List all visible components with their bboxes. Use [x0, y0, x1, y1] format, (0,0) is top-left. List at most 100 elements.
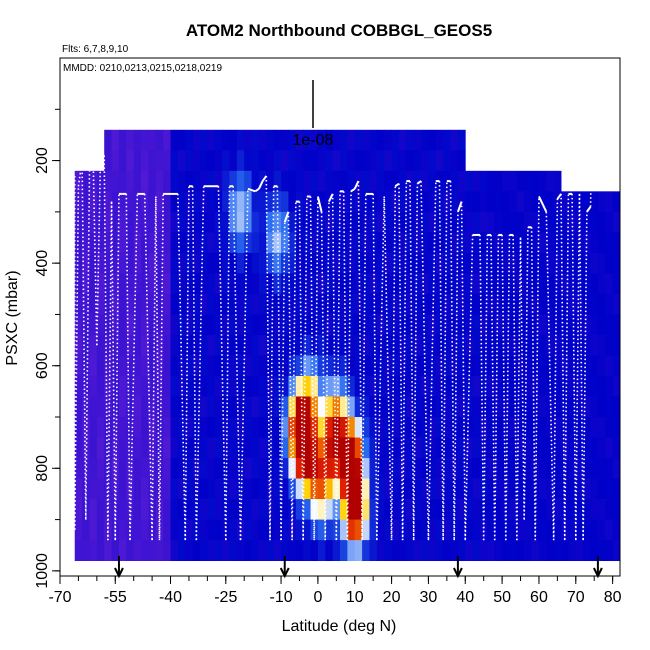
heatmap-cell — [177, 334, 186, 356]
heatmap-cell — [502, 191, 510, 213]
heatmap-cell — [185, 540, 194, 562]
heatmap-cell — [480, 499, 488, 520]
heatmap-cell — [494, 211, 503, 233]
heatmap-cell — [244, 499, 252, 520]
heatmap-cell — [362, 293, 370, 315]
heatmap-cell — [391, 355, 400, 377]
heatmap-cell — [177, 211, 186, 233]
heatmap-cell — [472, 273, 481, 295]
heatmap-cell — [398, 375, 407, 397]
heatmap-cell — [457, 252, 466, 274]
heatmap-cell — [288, 499, 297, 520]
heatmap-cell — [325, 458, 334, 479]
heatmap-cell — [222, 293, 230, 315]
heatmap-cell — [200, 334, 208, 356]
heatmap-cell — [222, 314, 230, 336]
heatmap-cell — [317, 191, 326, 213]
heatmap-cell — [258, 314, 267, 336]
heatmap-cell — [450, 478, 459, 500]
heatmap-cell — [509, 191, 518, 213]
heatmap-cell — [583, 211, 591, 233]
heatmap-cell — [612, 519, 621, 541]
heatmap-cell — [229, 417, 238, 438]
heatmap-cell — [141, 334, 149, 356]
heatmap-cell — [516, 191, 525, 213]
flight-track-segment — [154, 196, 161, 541]
heatmap-cell — [435, 478, 444, 500]
heatmap-cell — [118, 334, 127, 356]
heatmap-cell — [612, 417, 621, 438]
flight-track-segment — [232, 186, 242, 541]
heatmap-cell — [273, 499, 282, 520]
heatmap-cell — [443, 150, 451, 172]
heatmap-cell — [214, 458, 223, 479]
heatmap-cell — [200, 273, 208, 295]
heatmap-cell — [487, 540, 496, 562]
x-tick-label: -10 — [269, 589, 292, 606]
heatmap-cell — [155, 232, 164, 254]
heatmap-cell — [605, 211, 614, 233]
heatmap-cell — [347, 519, 356, 541]
heatmap-cell — [82, 293, 90, 315]
heatmap-cell — [126, 478, 135, 500]
heatmap-cell — [82, 232, 90, 254]
heatmap-cell — [126, 273, 135, 295]
x-tick-label: 60 — [530, 589, 548, 606]
heatmap-cell — [207, 232, 216, 254]
heatmap-cell — [369, 334, 378, 356]
heatmap-cell — [516, 519, 525, 541]
heatmap-cell — [325, 150, 334, 172]
heatmap-cell — [155, 191, 164, 213]
heatmap-cell — [487, 355, 496, 377]
heatmap-cell — [207, 129, 216, 151]
heatmap-cell — [82, 437, 90, 459]
flight-track-segment — [571, 193, 577, 541]
heatmap-cell — [207, 314, 216, 336]
heatmap-cell — [185, 499, 194, 520]
heatmap-cell — [266, 375, 275, 397]
heatmap-cell — [347, 396, 356, 418]
heatmap-cell — [340, 499, 348, 520]
heatmap-cell — [236, 314, 245, 336]
heatmap-cell — [435, 232, 444, 254]
heatmap-cell — [516, 499, 525, 520]
heatmap-cell — [273, 293, 282, 315]
heatmap-cell — [362, 252, 370, 274]
heatmap-cell — [457, 334, 466, 356]
heatmap-cell — [561, 293, 569, 315]
heatmap-cell — [126, 293, 135, 315]
heatmap-cell — [568, 375, 577, 397]
heatmap-cell — [391, 458, 400, 479]
heatmap-cell — [96, 478, 105, 500]
heatmap-cell — [538, 499, 547, 520]
heatmap-cell — [354, 437, 363, 459]
heatmap-cell — [222, 519, 230, 541]
heatmap-cell — [266, 129, 275, 151]
heatmap-cell — [443, 540, 451, 562]
heatmap-cell — [126, 334, 135, 356]
heatmap-cell — [96, 334, 105, 356]
heatmap-cell — [325, 478, 334, 500]
heatmap-cell — [192, 314, 201, 336]
heatmap-cell — [170, 499, 179, 520]
heatmap-cell — [575, 540, 584, 562]
heatmap-cell — [457, 396, 466, 418]
heatmap-cell — [126, 375, 135, 397]
heatmap-cell — [538, 355, 547, 377]
heatmap-cell — [200, 150, 208, 172]
heatmap-cell — [450, 150, 459, 172]
heatmap-cell — [170, 458, 179, 479]
heatmap-cell — [155, 211, 164, 233]
heatmap-cell — [288, 129, 297, 151]
heatmap-cell — [133, 334, 142, 356]
heatmap-cell — [524, 437, 532, 459]
heatmap-cell — [281, 437, 289, 459]
heatmap-cell — [443, 334, 451, 356]
heatmap-cell — [376, 293, 385, 315]
x-tick-label: 80 — [604, 589, 622, 606]
heatmap-cell — [170, 540, 179, 562]
heatmap-cell — [281, 458, 289, 479]
heatmap-cell — [502, 252, 510, 274]
heatmap-cell — [163, 293, 171, 315]
flight-track-segment — [523, 227, 529, 520]
